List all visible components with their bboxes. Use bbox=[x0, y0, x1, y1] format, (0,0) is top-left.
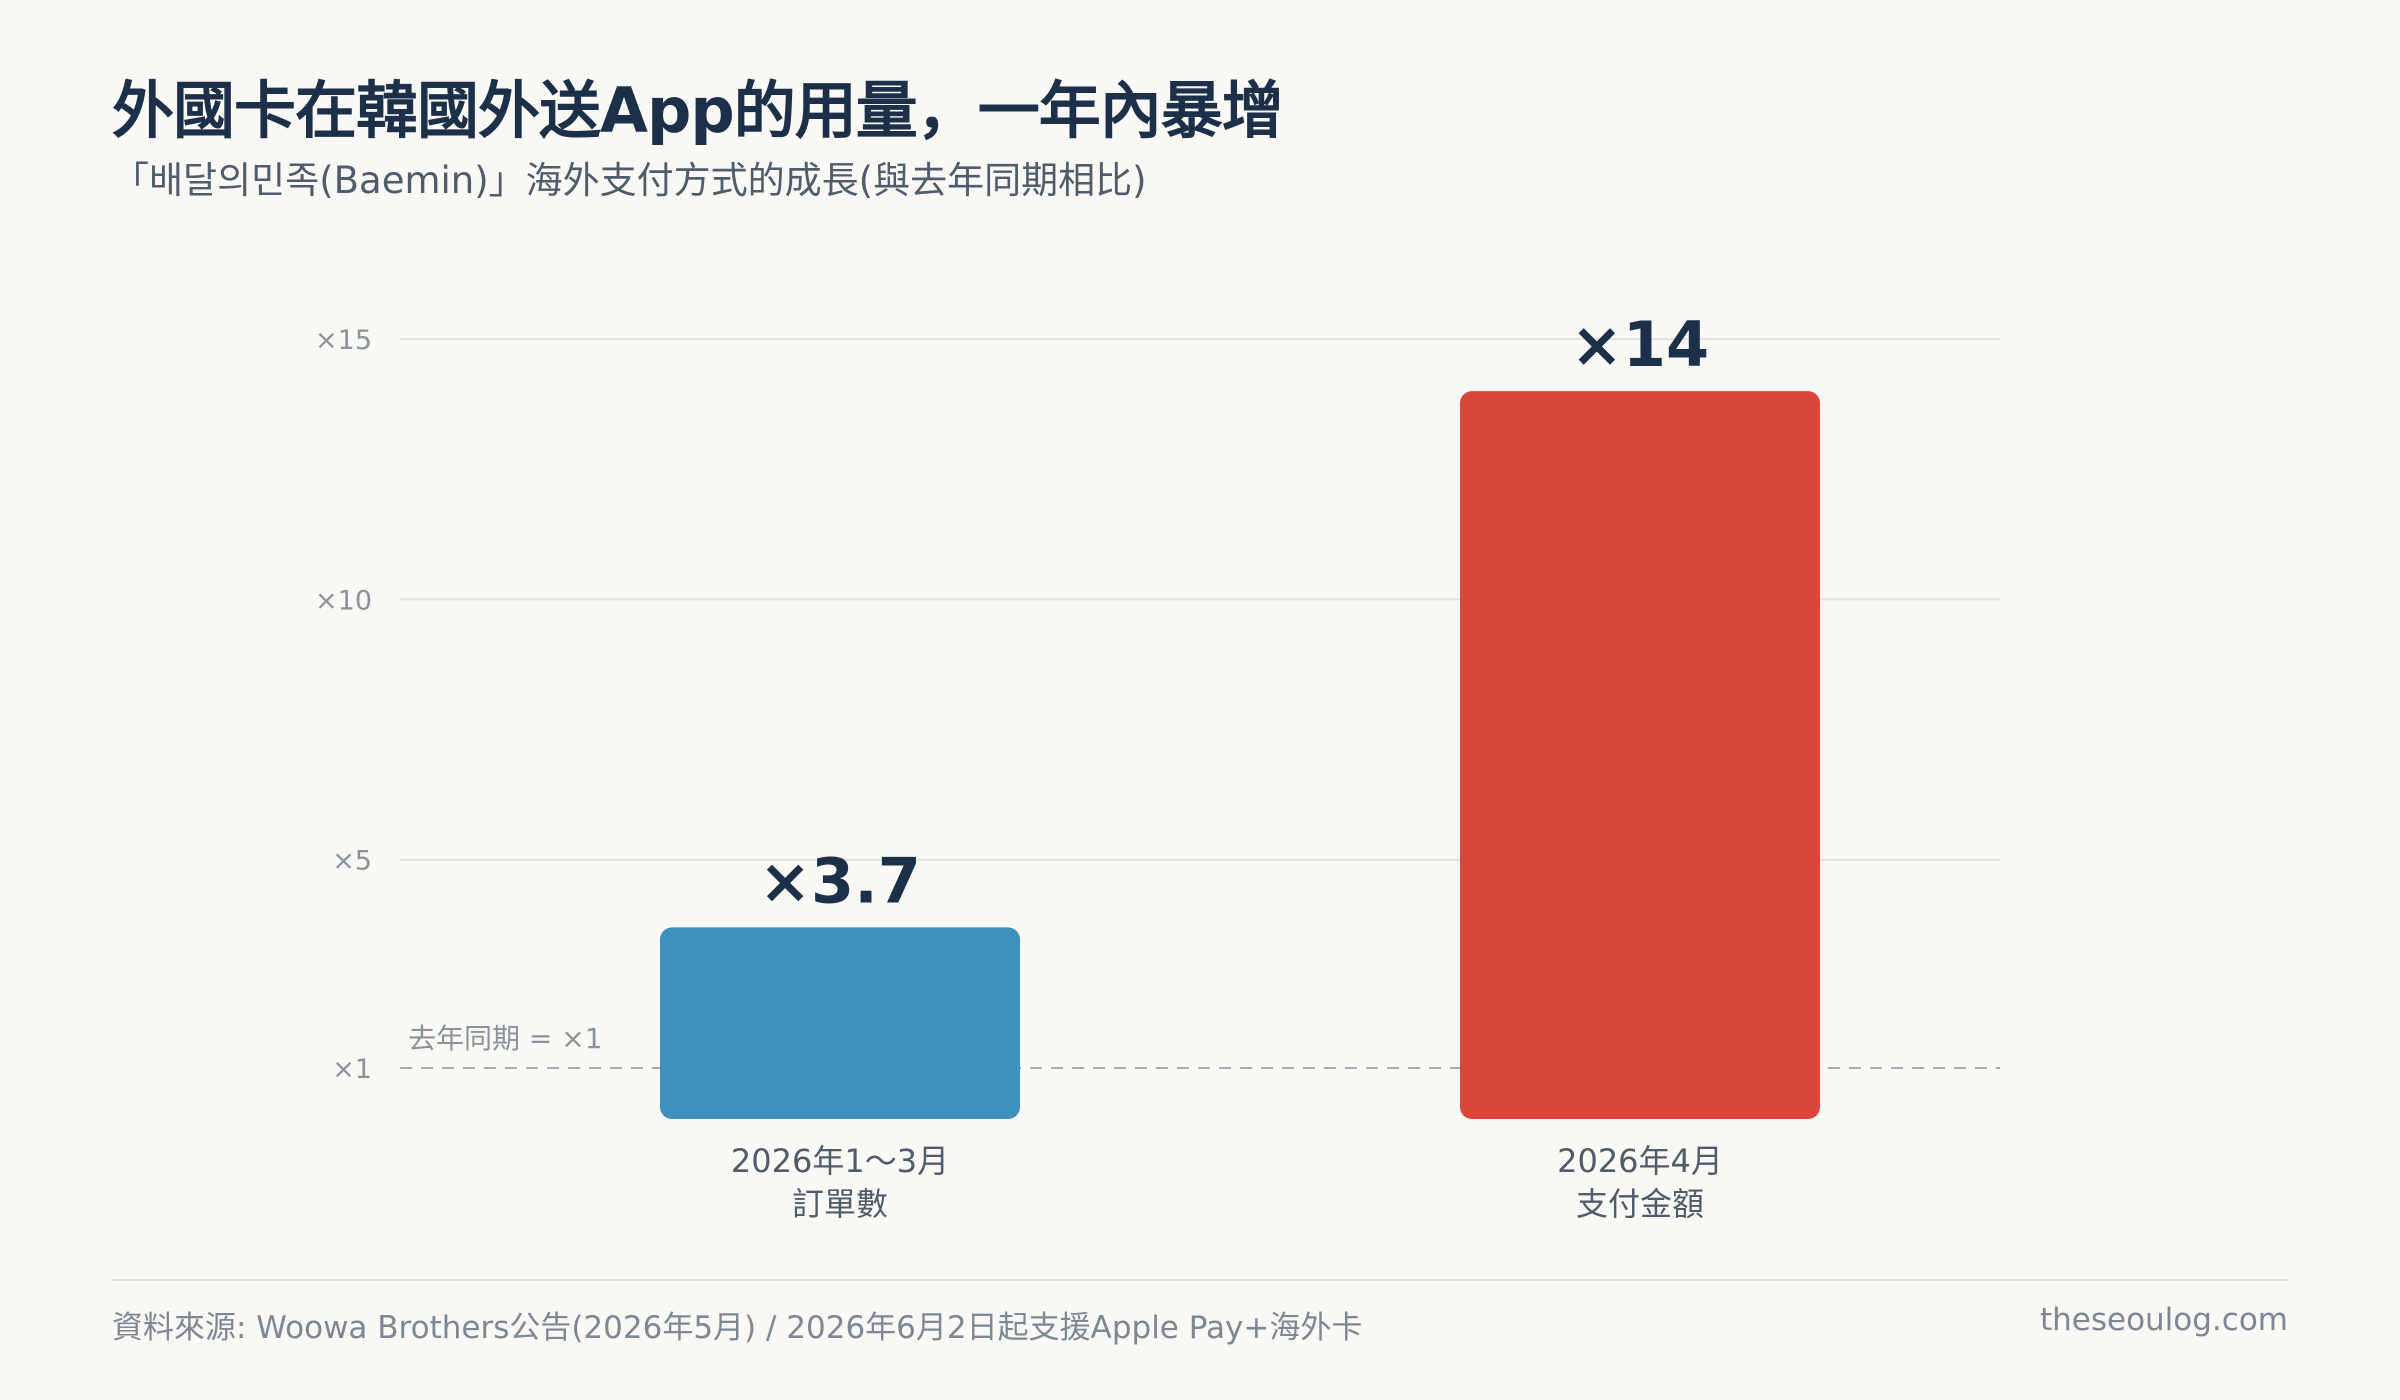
bar-value-label: ×14 bbox=[1571, 308, 1709, 381]
site-credit: theseoulog.com bbox=[2039, 1302, 2288, 1338]
x-category-label: 2026年1〜3月 bbox=[731, 1142, 949, 1180]
footer-divider bbox=[112, 1279, 2288, 1281]
bar bbox=[1460, 391, 1820, 1120]
x-category-sublabel: 支付金額 bbox=[1576, 1185, 1704, 1223]
y-tick-label: ×5 bbox=[332, 846, 372, 877]
bar bbox=[660, 927, 1020, 1119]
y-tick-label: ×10 bbox=[315, 585, 372, 616]
x-category-sublabel: 訂單數 bbox=[792, 1185, 888, 1223]
y-tick-label: ×15 bbox=[315, 325, 372, 356]
bar-value-label: ×3.7 bbox=[759, 844, 921, 917]
baseline-label: 去年同期 = ×1 bbox=[408, 1022, 603, 1055]
source-note: 資料來源: Woowa Brothers公告(2026年5月) / 2026年6… bbox=[112, 1310, 1363, 1346]
chart-subtitle: 「배달의민족(Baemin)」海外支付方式的成長(與去年同期相比) bbox=[112, 159, 1147, 202]
x-category-label: 2026年4月 bbox=[1557, 1142, 1723, 1180]
chart-title: 外國卡在韓國外送App的用量，一年內暴增 bbox=[112, 74, 1284, 147]
y-tick-label: ×1 bbox=[332, 1054, 372, 1085]
